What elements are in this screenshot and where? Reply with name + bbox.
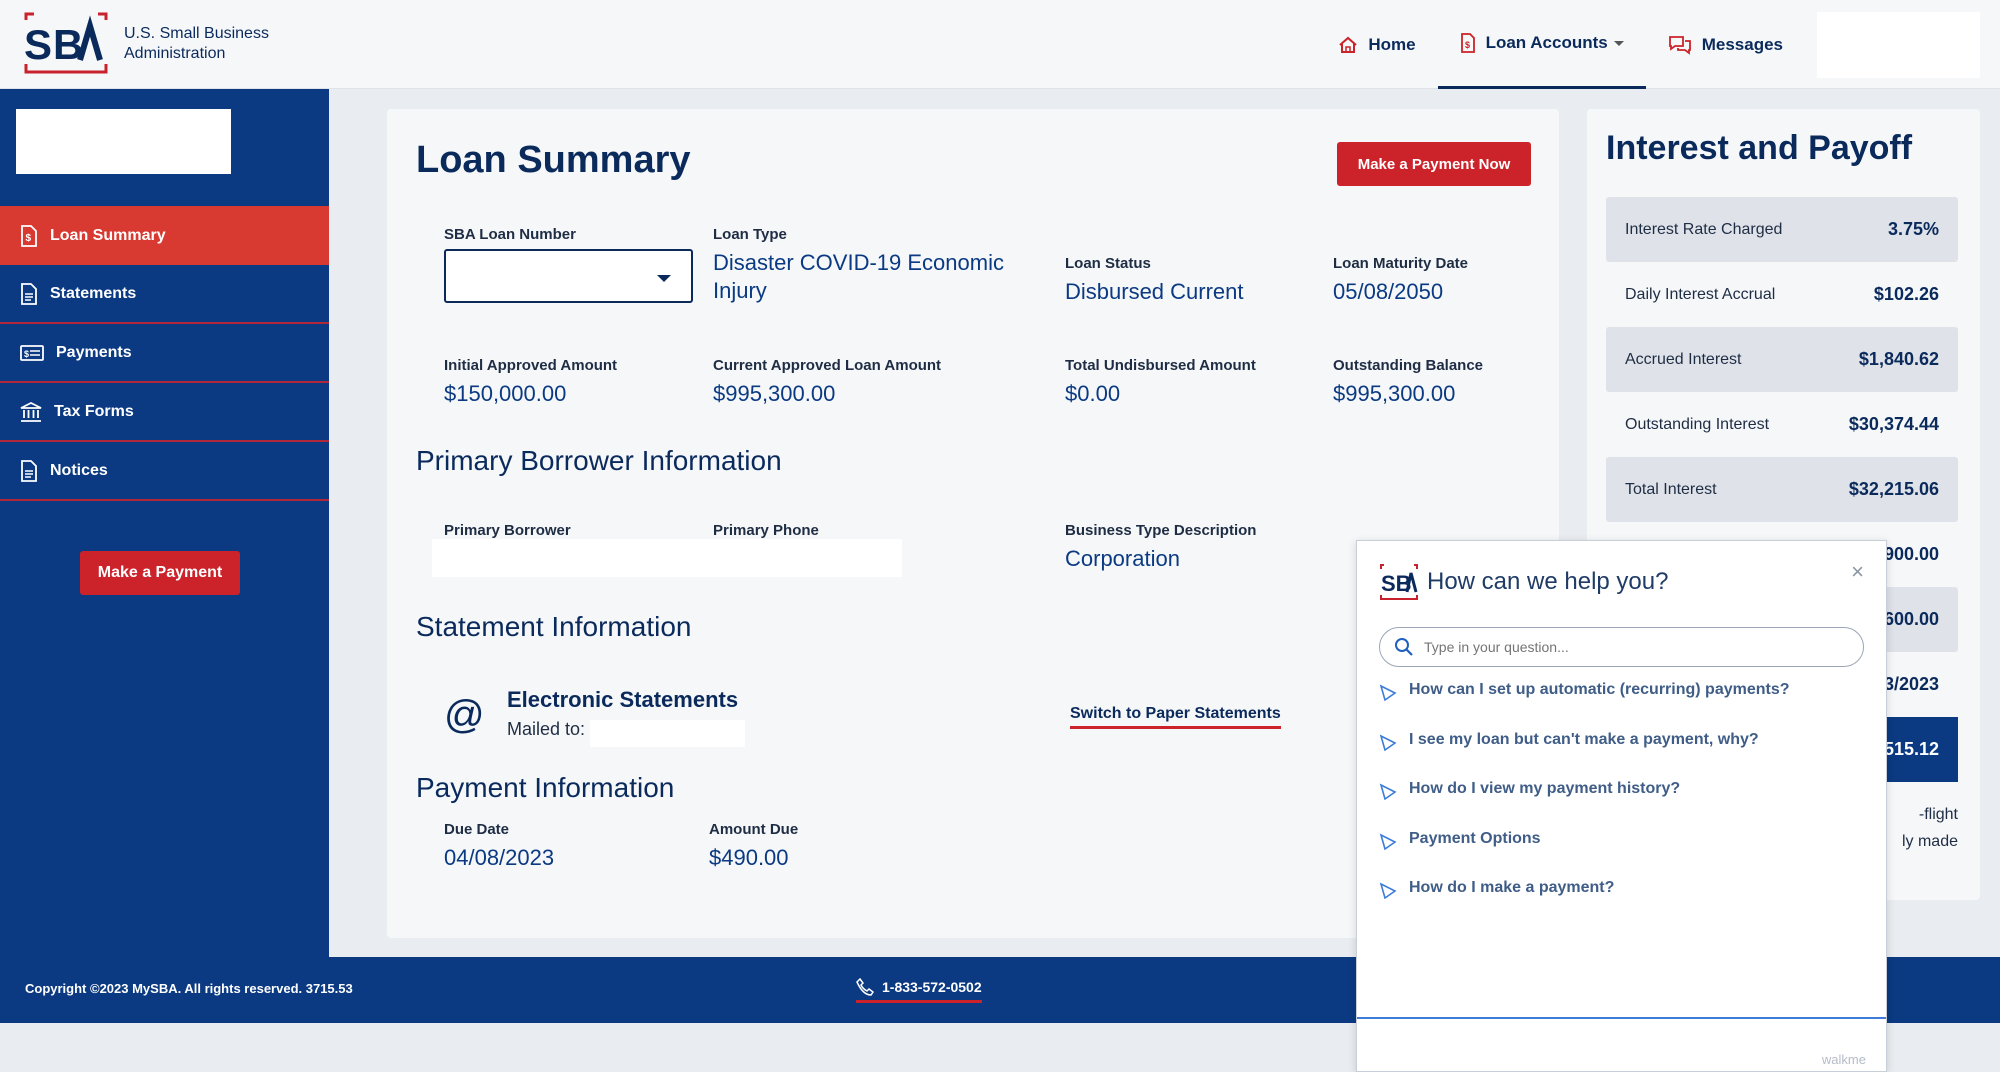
copyright-text: Copyright ©2023 MySBA. All rights reserv… bbox=[25, 981, 353, 996]
help-suggestion[interactable]: Payment Options bbox=[1379, 830, 1869, 880]
make-payment-now-button[interactable]: Make a Payment Now bbox=[1337, 142, 1531, 186]
make-payment-button[interactable]: Make a Payment bbox=[80, 551, 240, 595]
at-sign-icon: @ bbox=[444, 694, 484, 734]
due-date-field: Due Date 04/08/2023 bbox=[444, 821, 555, 870]
maturity-date-field: Loan Maturity Date 05/08/2050 bbox=[1333, 255, 1469, 304]
help-suggestion[interactable]: How do I view my payment history? bbox=[1379, 780, 1869, 830]
document-dollar-icon: $ bbox=[21, 224, 37, 247]
interest-row: 3/2023 bbox=[1883, 674, 1939, 694]
send-arrow-icon bbox=[1379, 832, 1397, 850]
help-suggestion[interactable]: How do I make a payment? bbox=[1379, 879, 1869, 929]
help-search-input[interactable] bbox=[1424, 639, 1824, 655]
nav-loan-accounts[interactable]: $ Loan Accounts bbox=[1437, 0, 1646, 89]
send-arrow-icon bbox=[1379, 733, 1397, 751]
interest-row: Daily Interest Accrual $102.26 bbox=[1625, 284, 1939, 304]
walkme-logo: walkme bbox=[1821, 1052, 1866, 1067]
outstanding-balance-field: Outstanding Balance $995,300.00 bbox=[1333, 357, 1484, 406]
interest-row: Outstanding Interest $30,374.44 bbox=[1625, 414, 1939, 434]
payment-section-title: Payment Information bbox=[416, 772, 675, 803]
svg-text:$: $ bbox=[26, 233, 32, 244]
help-title: How can we help you? bbox=[1427, 568, 1669, 595]
bank-icon bbox=[20, 401, 42, 422]
payment-card-icon: $ bbox=[20, 344, 44, 361]
phone-icon bbox=[856, 978, 874, 996]
messages-icon bbox=[1668, 35, 1691, 55]
amount-due-field: Amount Due $490.00 bbox=[709, 821, 799, 870]
help-header: SB How can we help you? bbox=[1379, 563, 1668, 601]
sidebar: $ Loan Summary Statements $ Payments bbox=[0, 89, 329, 957]
loan-type-field: Loan Type Disaster COVID-19 Economic Inj… bbox=[713, 226, 1004, 303]
svg-text:SB: SB bbox=[24, 21, 84, 68]
brand-name: U.S. Small Business Administration bbox=[124, 25, 269, 62]
sidebar-account-box bbox=[16, 109, 231, 174]
undisbursed-amount-field: Total Undisbursed Amount $0.00 bbox=[1065, 357, 1256, 406]
sidebar-item-notices[interactable]: Notices bbox=[0, 442, 329, 501]
help-suggestion[interactable]: How can I set up automatic (recurring) p… bbox=[1379, 681, 1869, 731]
interest-row: Accrued Interest $1,840.62 bbox=[1606, 327, 1958, 392]
home-icon bbox=[1339, 36, 1357, 53]
chevron-down-icon bbox=[1613, 40, 1624, 46]
svg-text:SB: SB bbox=[1381, 571, 1412, 596]
redacted-email bbox=[590, 720, 745, 747]
sidebar-item-loan-summary[interactable]: $ Loan Summary bbox=[0, 206, 329, 265]
page-title: Loan Summary bbox=[416, 139, 691, 181]
nav-home[interactable]: Home bbox=[1316, 0, 1437, 89]
loan-number-field: SBA Loan Number bbox=[444, 226, 693, 303]
borrower-section-title: Primary Borrower Information bbox=[416, 445, 782, 476]
phone-link[interactable]: 1-833-572-0502 bbox=[856, 978, 982, 1003]
help-search bbox=[1379, 627, 1864, 667]
primary-phone-field: Primary Phone bbox=[713, 522, 819, 539]
interest-row: Total Interest $32,215.06 bbox=[1606, 457, 1958, 522]
sidebar-item-statements[interactable]: Statements bbox=[0, 265, 329, 324]
sidebar-menu: $ Loan Summary Statements $ Payments bbox=[0, 206, 329, 501]
redacted-borrower-info bbox=[432, 539, 902, 577]
sidebar-item-tax-forms[interactable]: Tax Forms bbox=[0, 383, 329, 442]
electronic-statements-label: Electronic Statements bbox=[507, 687, 739, 712]
close-icon[interactable]: × bbox=[1851, 559, 1864, 584]
loan-status-field: Loan Status Disbursed Current bbox=[1065, 255, 1244, 304]
switch-to-paper-link[interactable]: Switch to Paper Statements bbox=[1070, 705, 1281, 729]
send-arrow-icon bbox=[1379, 783, 1397, 801]
initial-amount-field: Initial Approved Amount $150,000.00 bbox=[444, 357, 618, 406]
sba-logo[interactable]: SB bbox=[22, 10, 110, 76]
svg-text:@: @ bbox=[444, 694, 484, 734]
sba-logo: SB bbox=[1379, 564, 1419, 600]
interest-row: Interest Rate Charged 3.75% bbox=[1606, 197, 1958, 262]
user-account-box[interactable] bbox=[1817, 11, 1980, 78]
loan-summary-card: Loan Summary Make a Payment Now SBA Loan… bbox=[387, 109, 1559, 938]
top-nav: Home $ Loan Accounts Messages bbox=[1316, 0, 2000, 89]
help-widget: SB How can we help you? × How can I set … bbox=[1356, 540, 1887, 1072]
chevron-down-icon bbox=[657, 275, 671, 282]
help-divider bbox=[1357, 1017, 1886, 1019]
business-type-field: Business Type Description Corporation bbox=[1065, 522, 1257, 571]
current-amount-field: Current Approved Loan Amount $995,300.00 bbox=[713, 357, 942, 406]
svg-text:$: $ bbox=[1465, 40, 1470, 50]
payoff-note: -flight ly made bbox=[1901, 806, 1958, 850]
header: SB U.S. Small Business Administration Ho… bbox=[0, 0, 2000, 89]
primary-borrower-field: Primary Borrower bbox=[444, 522, 571, 539]
help-suggestions: How can I set up automatic (recurring) p… bbox=[1379, 681, 1869, 929]
nav-messages[interactable]: Messages bbox=[1646, 0, 1805, 89]
document-dollar-icon: $ bbox=[1460, 33, 1475, 53]
interest-row: 900.00 bbox=[1883, 544, 1939, 564]
search-icon bbox=[1395, 638, 1413, 656]
send-arrow-icon bbox=[1379, 882, 1397, 900]
loan-number-select[interactable] bbox=[444, 249, 693, 303]
svg-text:$: $ bbox=[24, 349, 29, 359]
help-suggestion[interactable]: I see my loan but can't make a payment, … bbox=[1379, 731, 1869, 781]
document-icon bbox=[21, 459, 37, 482]
send-arrow-icon bbox=[1379, 684, 1397, 702]
statement-section-title: Statement Information bbox=[416, 611, 692, 642]
interest-payoff-title: Interest and Payoff bbox=[1606, 129, 1913, 167]
document-icon bbox=[21, 282, 37, 305]
mailed-to-label: Mailed to: bbox=[507, 719, 586, 739]
sidebar-item-payments[interactable]: $ Payments bbox=[0, 324, 329, 383]
